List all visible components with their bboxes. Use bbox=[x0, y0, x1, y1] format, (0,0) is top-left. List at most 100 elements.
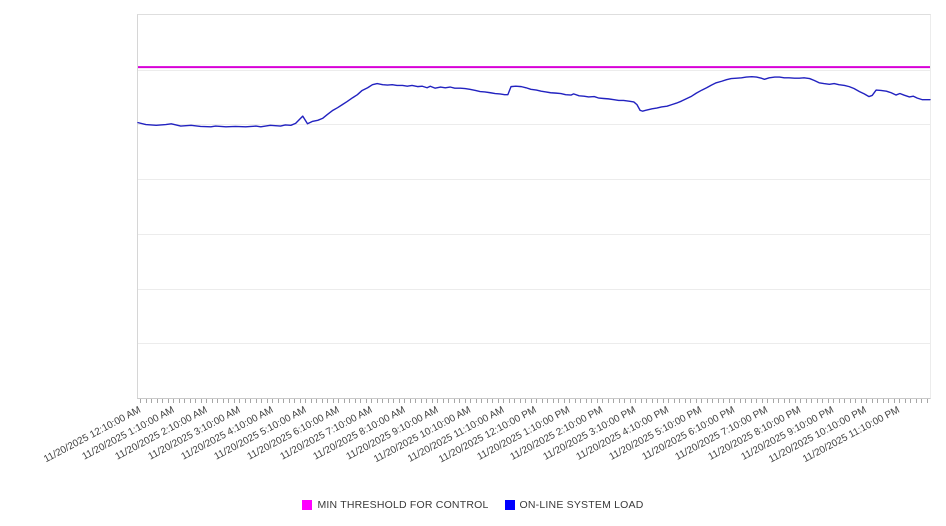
x-axis-tick bbox=[393, 399, 395, 403]
x-axis-tick bbox=[866, 399, 868, 403]
gridline bbox=[138, 179, 930, 181]
x-axis-tick bbox=[233, 399, 235, 403]
x-axis-tick bbox=[794, 399, 796, 403]
x-axis-tick bbox=[316, 399, 318, 403]
x-axis-tick bbox=[162, 399, 164, 403]
x-axis-tick bbox=[514, 399, 516, 403]
x-axis-tick bbox=[690, 399, 692, 403]
x-axis-tick bbox=[734, 399, 736, 403]
x-axis-tick bbox=[343, 399, 345, 403]
x-axis-tick bbox=[310, 399, 312, 403]
x-axis-label: 11/20/2025 5:10:00 PM bbox=[607, 404, 704, 463]
x-axis-tick bbox=[294, 399, 296, 403]
x-axis-label: 11/20/2025 9:10:00 PM bbox=[739, 404, 836, 463]
x-axis-tick bbox=[415, 399, 417, 403]
x-axis-label: 11/20/2025 1:10:00 PM bbox=[475, 404, 572, 463]
x-axis-tick bbox=[624, 399, 626, 403]
legend-item[interactable]: MIN THRESHOLD FOR CONTROL bbox=[302, 499, 488, 511]
x-axis-tick bbox=[629, 399, 631, 403]
x-axis-tick bbox=[261, 399, 263, 403]
x-axis-tick bbox=[662, 399, 664, 403]
x-axis-tick bbox=[376, 399, 378, 403]
x-axis-tick bbox=[360, 399, 362, 403]
x-axis-label: 11/20/2025 4:10:00 AM bbox=[178, 404, 275, 463]
x-axis-tick bbox=[536, 399, 538, 403]
x-axis-tick bbox=[591, 399, 593, 403]
x-axis-tick bbox=[860, 399, 862, 403]
x-axis-tick bbox=[910, 399, 912, 403]
x-axis-tick bbox=[712, 399, 714, 403]
x-axis-tick bbox=[723, 399, 725, 403]
x-axis-tick bbox=[871, 399, 873, 403]
chart-canvas bbox=[138, 15, 930, 398]
x-axis-tick bbox=[838, 399, 840, 403]
x-axis-tick bbox=[266, 399, 268, 403]
online-system-load-line bbox=[138, 77, 930, 127]
x-axis-tick bbox=[827, 399, 829, 403]
x-axis-tick bbox=[668, 399, 670, 403]
x-axis-label: 11/20/2025 10:10:00 PM bbox=[767, 404, 869, 466]
x-axis-tick bbox=[701, 399, 703, 403]
x-axis-tick bbox=[613, 399, 615, 403]
x-axis-tick bbox=[877, 399, 879, 403]
x-axis-tick bbox=[349, 399, 351, 403]
x-axis-label: 11/20/2025 8:10:00 AM bbox=[310, 404, 407, 463]
x-axis-tick bbox=[382, 399, 384, 403]
x-axis-tick bbox=[277, 399, 279, 403]
x-axis-tick bbox=[459, 399, 461, 403]
x-axis-tick bbox=[492, 399, 494, 403]
x-axis-tick bbox=[558, 399, 560, 403]
x-axis-tick bbox=[772, 399, 774, 403]
x-axis-tick bbox=[184, 399, 186, 403]
x-axis-tick bbox=[283, 399, 285, 403]
legend-item[interactable]: ON-LINE SYSTEM LOAD bbox=[504, 499, 644, 511]
x-axis-tick bbox=[244, 399, 246, 403]
x-axis-tick bbox=[530, 399, 532, 403]
x-axis-tick bbox=[849, 399, 851, 403]
x-axis-tick bbox=[926, 399, 928, 403]
x-axis-tick bbox=[767, 399, 769, 403]
x-axis-tick bbox=[228, 399, 230, 403]
x-axis-tick bbox=[239, 399, 241, 403]
x-axis-tick bbox=[371, 399, 373, 403]
x-axis-label: 11/20/2025 7:10:00 PM bbox=[673, 404, 770, 463]
x-axis-tick bbox=[541, 399, 543, 403]
x-axis-ticks bbox=[137, 399, 931, 404]
x-axis-tick bbox=[822, 399, 824, 403]
x-axis-tick bbox=[404, 399, 406, 403]
x-axis-tick bbox=[778, 399, 780, 403]
x-axis-tick bbox=[607, 399, 609, 403]
x-axis-tick bbox=[354, 399, 356, 403]
x-axis-tick bbox=[750, 399, 752, 403]
x-axis-tick bbox=[618, 399, 620, 403]
x-axis-tick bbox=[580, 399, 582, 403]
gridline bbox=[138, 343, 930, 345]
x-axis-label: 11/20/2025 6:10:00 AM bbox=[244, 404, 341, 463]
x-axis-tick bbox=[783, 399, 785, 403]
x-axis-tick bbox=[756, 399, 758, 403]
x-axis-tick bbox=[387, 399, 389, 403]
x-axis-tick bbox=[855, 399, 857, 403]
x-axis-tick bbox=[365, 399, 367, 403]
plot-area bbox=[137, 14, 931, 399]
x-axis-tick bbox=[800, 399, 802, 403]
x-axis-tick bbox=[140, 399, 142, 403]
gridline bbox=[138, 288, 930, 290]
x-axis-tick bbox=[189, 399, 191, 403]
gridline bbox=[138, 69, 930, 71]
x-axis-tick bbox=[431, 399, 433, 403]
x-axis-label: 11/20/2025 10:10:00 AM bbox=[372, 404, 473, 466]
x-axis-label: 11/20/2025 3:10:00 PM bbox=[541, 404, 638, 463]
x-axis-label: 11/20/2025 12:10:00 AM bbox=[42, 404, 143, 466]
x-axis-tick bbox=[508, 399, 510, 403]
x-axis-tick bbox=[338, 399, 340, 403]
x-axis-tick bbox=[332, 399, 334, 403]
x-axis-tick bbox=[904, 399, 906, 403]
x-axis-tick bbox=[899, 399, 901, 403]
x-axis-tick bbox=[816, 399, 818, 403]
x-axis-label: 11/20/2025 1:10:00 AM bbox=[79, 404, 176, 463]
x-axis-tick bbox=[255, 399, 257, 403]
x-axis-label: 11/20/2025 11:10:00 AM bbox=[405, 404, 506, 465]
x-axis-tick bbox=[684, 399, 686, 403]
x-axis-tick bbox=[167, 399, 169, 403]
